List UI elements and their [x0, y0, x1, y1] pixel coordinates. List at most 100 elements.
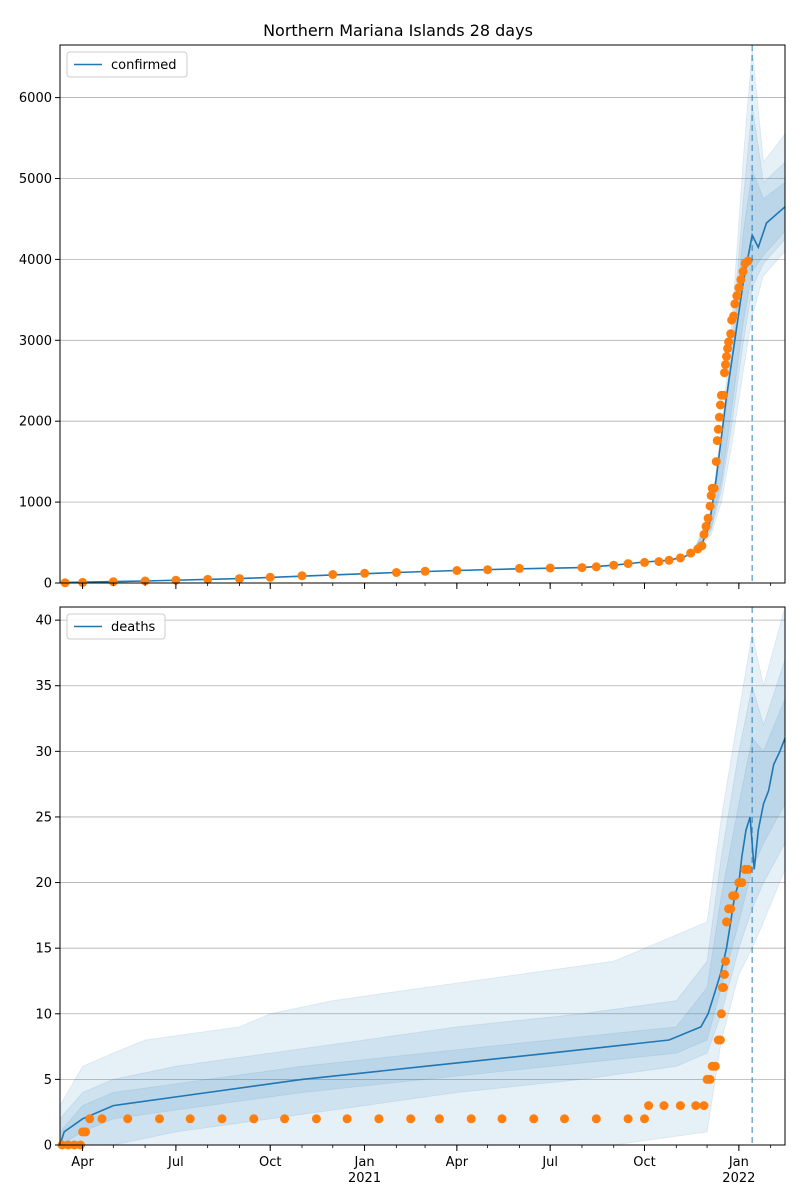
observed-point: [420, 566, 430, 576]
observed-point: [249, 1114, 259, 1124]
observed-point: [697, 541, 707, 551]
x-tick-label: Jan: [354, 1155, 375, 1170]
observed-point: [434, 1114, 444, 1124]
observed-point: [709, 483, 719, 493]
y-tick-label: 4000: [19, 253, 52, 268]
x-tick-label: Jul: [167, 1155, 184, 1170]
observed-point: [711, 457, 721, 467]
y-tick-label: 15: [35, 942, 52, 957]
observed-point: [705, 501, 715, 511]
observed-point: [721, 360, 730, 370]
x-tick-label: Apr: [71, 1155, 94, 1170]
observed-point: [715, 400, 725, 410]
observed-point: [736, 275, 746, 285]
observed-point: [265, 572, 275, 582]
observed-point: [734, 283, 744, 293]
y-tick-label: 3000: [19, 334, 52, 349]
observed-point: [705, 1074, 715, 1084]
y-tick-label: 0: [44, 1139, 52, 1154]
observed-point: [715, 1035, 725, 1045]
y-tick-label: 25: [35, 810, 52, 825]
y-tick-label: 10: [35, 1007, 52, 1022]
observed-point: [466, 1114, 476, 1124]
chart-title: Northern Mariana Islands 28 days: [263, 21, 533, 40]
observed-point: [560, 1114, 569, 1124]
observed-point: [738, 267, 748, 276]
model-line-confirmed: [59, 206, 786, 584]
observed-point: [640, 557, 649, 567]
y-tick-label: 30: [35, 745, 52, 760]
y-tick-label: 2000: [19, 415, 52, 430]
observed-point: [514, 563, 524, 573]
observed-point: [730, 891, 740, 901]
observed-point: [123, 1114, 133, 1124]
observed-point: [171, 575, 181, 585]
observed-point: [706, 491, 716, 501]
observed-point: [726, 329, 736, 339]
observed-point: [720, 969, 729, 979]
observed-point: [703, 513, 713, 523]
observed-point: [722, 352, 731, 361]
x-tick-label: Oct: [633, 1155, 655, 1170]
observed-point: [729, 311, 739, 321]
y-tick-label: 5: [44, 1073, 52, 1088]
observed-point: [710, 1061, 720, 1071]
observed-point: [730, 299, 740, 309]
y-tick-label: 6000: [19, 91, 52, 106]
y-tick-label: 5000: [19, 172, 52, 187]
observed-point: [391, 568, 401, 577]
y-tick-label: 1000: [19, 496, 52, 511]
observed-point: [722, 917, 731, 927]
observed-point: [545, 563, 555, 573]
x-tick-label: Jul: [541, 1155, 558, 1170]
observed-point: [97, 1114, 107, 1124]
y-tick-label: 35: [35, 679, 52, 694]
observed-point: [724, 337, 734, 347]
confirmed-panel: 0 1000 2000 3000 4000 5000 6000 confirmed: [19, 44, 786, 592]
x-tick-label: Oct: [259, 1155, 281, 1170]
observed-point: [623, 1114, 633, 1124]
observed-point: [701, 521, 711, 531]
observed-point: [483, 565, 493, 575]
observed-point: [78, 577, 88, 587]
deaths-panel: 0 5 10 15 20 25 30 35 40 Apr Jul Oct Jan Apr Jul Oct Jan…: [35, 606, 786, 1186]
observed-point: [577, 563, 587, 573]
observed-point: [591, 562, 601, 572]
observed-point: [699, 530, 709, 539]
legend-box: [66, 51, 188, 78]
observed-point: [664, 555, 674, 565]
observed-point: [609, 560, 619, 570]
observed-point: [743, 256, 753, 266]
observed-point: [591, 1114, 601, 1124]
observed-point: [529, 1114, 539, 1124]
observed-point: [686, 548, 696, 558]
legend-box: [66, 613, 166, 640]
observed-point: [675, 553, 685, 563]
observed-point: [719, 983, 728, 992]
x-year-label: 2022: [722, 1171, 755, 1186]
plot-frame: [59, 606, 786, 1146]
observed-point: [497, 1114, 507, 1124]
observed-point: [644, 1101, 654, 1111]
observed-point: [185, 1114, 195, 1124]
observed-point: [235, 574, 244, 584]
observed-point: [675, 1101, 685, 1111]
legend-label: deaths: [111, 620, 156, 635]
observed-point: [85, 1114, 95, 1124]
y-tick-label: 20: [35, 876, 52, 891]
observed-point: [452, 566, 462, 575]
observed-point: [623, 559, 633, 569]
observed-point: [716, 1009, 726, 1019]
observed-point: [203, 574, 213, 584]
observed-point: [280, 1114, 290, 1124]
observed-point: [732, 291, 742, 301]
observed-point: [81, 1127, 91, 1137]
observed-point: [108, 577, 118, 587]
observed-point: [721, 956, 730, 966]
observed-point: [714, 412, 724, 422]
observed-point: [217, 1114, 227, 1124]
observed-point: [297, 571, 307, 581]
plot-frame: [59, 44, 786, 584]
observed-point: [374, 1114, 384, 1124]
observed-point: [713, 424, 723, 434]
